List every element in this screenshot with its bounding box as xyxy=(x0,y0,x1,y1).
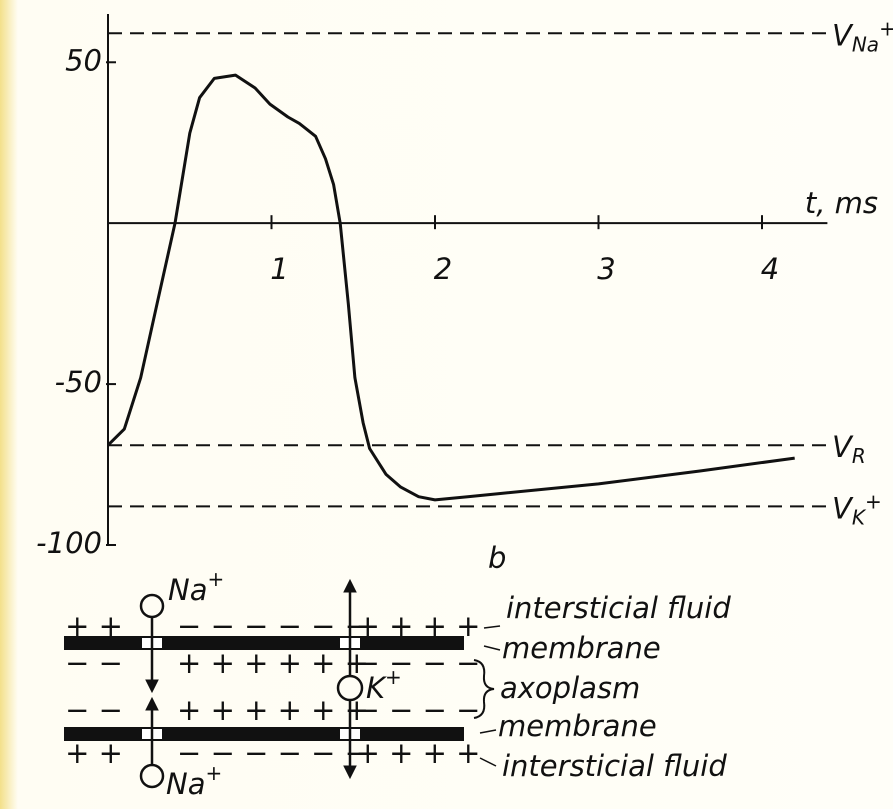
reference-superscript: + xyxy=(879,16,893,40)
leader xyxy=(483,625,501,629)
reference-symbol: V xyxy=(832,491,854,525)
ion-name: K xyxy=(366,671,387,705)
charge-row: + + + + xyxy=(356,736,481,770)
charge-row: + + + + + + xyxy=(177,693,369,727)
charge-row: − − − − − − xyxy=(177,609,369,643)
leader xyxy=(483,645,501,651)
membrane-bar xyxy=(64,636,464,650)
reference-subscript: Na xyxy=(852,32,879,56)
charge-row: − − − − xyxy=(356,646,481,680)
x-tick-label: 3 xyxy=(597,252,615,286)
arrowhead xyxy=(145,696,159,711)
y-tick-label: -50 xyxy=(55,365,102,399)
layer-label: membrane xyxy=(498,709,657,743)
arrowhead xyxy=(343,578,357,593)
x-axis-label: t, ms xyxy=(805,186,878,220)
charge-row: + + xyxy=(65,736,123,770)
y-tick-label: -100 xyxy=(36,526,102,560)
ion-label: K+ xyxy=(366,665,402,706)
leader xyxy=(479,729,497,734)
reference-label: VNa+ xyxy=(832,16,893,56)
layer-label: intersticial fluid xyxy=(506,591,731,625)
panel-label: b xyxy=(488,541,506,575)
reference-symbol: V xyxy=(832,430,854,464)
x-tick-label: 2 xyxy=(434,252,452,286)
charge-row: + + + + xyxy=(356,609,481,643)
reference-label: VR xyxy=(832,430,866,468)
reference-subscript: K xyxy=(852,505,867,529)
reference-label: VK+ xyxy=(832,489,882,529)
arrowhead xyxy=(343,765,357,780)
action-potential-line xyxy=(106,73,795,502)
reference-superscript: + xyxy=(865,489,882,513)
reference-subscript: R xyxy=(852,444,866,468)
charge-row: − − xyxy=(65,646,123,680)
charge-row: − − − − xyxy=(356,693,481,727)
layer-label: intersticial fluid xyxy=(502,749,727,783)
layer-label: membrane xyxy=(502,631,661,665)
arrowhead xyxy=(145,679,159,694)
leader xyxy=(479,757,497,767)
membrane-diagram xyxy=(64,578,501,789)
ion-charge: + xyxy=(207,567,224,591)
reference-symbol: V xyxy=(832,18,854,52)
x-tick-label: 1 xyxy=(270,252,288,286)
ion-label: Na+ xyxy=(166,761,222,802)
y-tick-label: 50 xyxy=(65,43,102,77)
x-tick-label: 4 xyxy=(761,252,779,286)
charge-row: + + xyxy=(65,609,123,643)
brace xyxy=(473,659,495,719)
ion-name: Na xyxy=(168,573,207,607)
charge-row: + + + + + + xyxy=(177,646,369,680)
layer-label: axoplasm xyxy=(500,671,640,705)
ion-name: Na xyxy=(166,767,205,801)
charge-row: − − xyxy=(65,693,123,727)
ion-label: Na+ xyxy=(168,567,224,608)
ion-charge: + xyxy=(205,761,222,785)
charge-row: − − − − − − xyxy=(177,736,369,770)
ion-circle xyxy=(336,674,364,702)
ion-charge: + xyxy=(385,665,402,689)
membrane-bar xyxy=(64,727,464,741)
